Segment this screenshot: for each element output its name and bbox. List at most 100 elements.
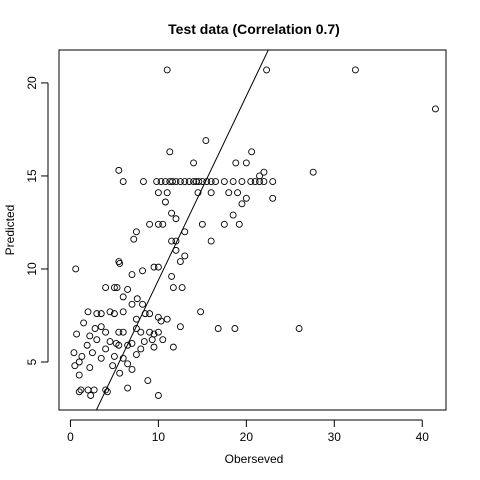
point bbox=[77, 386, 85, 394]
y-tick-label: 15 bbox=[25, 169, 39, 183]
point bbox=[163, 315, 171, 323]
point bbox=[132, 351, 140, 359]
point bbox=[260, 178, 268, 185]
point bbox=[106, 338, 114, 345]
point bbox=[238, 178, 246, 185]
point bbox=[351, 66, 359, 74]
point bbox=[176, 323, 184, 331]
point bbox=[116, 259, 124, 267]
point bbox=[110, 352, 118, 360]
plot-box bbox=[58, 49, 447, 411]
point bbox=[231, 325, 239, 332]
point bbox=[247, 178, 255, 185]
point bbox=[75, 371, 83, 379]
point bbox=[124, 384, 132, 392]
point bbox=[119, 354, 127, 362]
point bbox=[115, 328, 123, 336]
point bbox=[150, 263, 158, 271]
point bbox=[93, 310, 101, 318]
x-tick-label: 0 bbox=[67, 430, 74, 444]
point bbox=[70, 349, 78, 357]
point bbox=[71, 362, 79, 370]
point bbox=[119, 293, 127, 301]
x-tick-label: 20 bbox=[240, 430, 254, 444]
point bbox=[197, 308, 205, 316]
point bbox=[73, 330, 81, 338]
point bbox=[97, 310, 105, 318]
point bbox=[154, 189, 162, 197]
point bbox=[146, 328, 154, 336]
point bbox=[220, 178, 228, 185]
point bbox=[119, 178, 127, 185]
point bbox=[214, 325, 222, 332]
x-tick-label: 40 bbox=[416, 430, 430, 444]
y-axis-label: Predicted bbox=[3, 205, 17, 256]
point bbox=[86, 332, 94, 340]
point bbox=[195, 178, 203, 185]
y-tick-label: 5 bbox=[25, 358, 39, 365]
point bbox=[84, 308, 92, 316]
point bbox=[431, 105, 439, 113]
point bbox=[116, 369, 124, 377]
point bbox=[146, 220, 154, 228]
point bbox=[232, 159, 240, 167]
point bbox=[157, 317, 165, 325]
point bbox=[124, 341, 132, 349]
point bbox=[154, 328, 162, 336]
point bbox=[169, 284, 177, 292]
point bbox=[159, 336, 167, 344]
point bbox=[248, 148, 256, 156]
point bbox=[238, 200, 246, 208]
point bbox=[124, 360, 132, 368]
point bbox=[102, 328, 110, 336]
point bbox=[119, 308, 127, 316]
point bbox=[128, 271, 136, 279]
point bbox=[198, 220, 206, 228]
point bbox=[130, 235, 138, 243]
point bbox=[207, 178, 215, 185]
point bbox=[84, 386, 92, 394]
point bbox=[113, 284, 121, 292]
point bbox=[97, 323, 105, 331]
point bbox=[181, 178, 189, 185]
point bbox=[150, 343, 158, 351]
point bbox=[234, 189, 241, 197]
point bbox=[75, 388, 83, 396]
point bbox=[128, 365, 136, 373]
point bbox=[86, 364, 94, 372]
point bbox=[128, 339, 136, 347]
point bbox=[207, 237, 215, 245]
point bbox=[163, 66, 171, 74]
point bbox=[119, 328, 127, 336]
point bbox=[176, 258, 184, 265]
point bbox=[251, 178, 259, 185]
point bbox=[212, 178, 220, 185]
point bbox=[185, 178, 193, 185]
point bbox=[172, 178, 180, 185]
point bbox=[137, 345, 145, 353]
point bbox=[132, 228, 140, 236]
point bbox=[163, 189, 171, 197]
point bbox=[207, 189, 215, 197]
point bbox=[140, 338, 148, 345]
point bbox=[154, 392, 162, 399]
point bbox=[242, 194, 250, 202]
point bbox=[153, 178, 161, 185]
point bbox=[146, 310, 154, 318]
point bbox=[220, 220, 228, 228]
point bbox=[154, 263, 162, 271]
point bbox=[166, 148, 174, 156]
point bbox=[154, 220, 162, 228]
point bbox=[229, 211, 237, 219]
point bbox=[190, 159, 198, 167]
point bbox=[178, 284, 186, 292]
point bbox=[148, 336, 156, 344]
point bbox=[225, 189, 233, 197]
point bbox=[168, 209, 176, 217]
point bbox=[102, 345, 110, 353]
point bbox=[102, 284, 110, 292]
point bbox=[139, 267, 147, 275]
point bbox=[194, 189, 202, 197]
point bbox=[103, 388, 111, 396]
